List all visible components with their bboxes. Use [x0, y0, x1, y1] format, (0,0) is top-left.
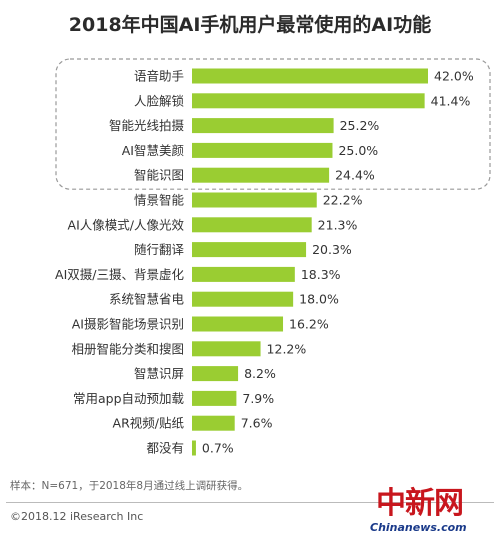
value-label: 42.0% — [434, 69, 474, 84]
value-label: 0.7% — [202, 441, 234, 456]
bar — [192, 316, 284, 332]
watermark-logo-cn: 中新网 — [376, 486, 464, 521]
bar — [192, 341, 261, 357]
value-label: 8.2% — [244, 366, 276, 381]
category-label: AI摄影智能场景识别 — [72, 317, 184, 332]
bar — [192, 192, 317, 208]
value-label: 16.2% — [289, 317, 329, 332]
bar — [192, 167, 330, 183]
bar — [192, 242, 307, 258]
value-label: 25.0% — [338, 143, 378, 158]
bar — [192, 440, 196, 456]
value-label: 18.0% — [299, 292, 339, 307]
bar-chart: 语音助手 42.0% 人脸解锁 41.4% 智能光线拍摄 25.2% AI智慧美颜 25.0%… — [55, 58, 491, 456]
category-label: 智能识图 — [134, 168, 184, 183]
bar — [192, 142, 333, 158]
value-label: 21.3% — [318, 217, 358, 232]
value-label: 24.4% — [335, 168, 375, 183]
category-label: 语音助手 — [134, 69, 184, 84]
bar — [192, 118, 334, 134]
value-label: 22.2% — [323, 193, 363, 208]
category-label: 随行翻译 — [134, 242, 185, 257]
category-label: 相册智能分类和搜图 — [71, 341, 184, 356]
bar — [192, 291, 294, 307]
category-label: 智能光线拍摄 — [109, 118, 185, 133]
bar — [192, 217, 312, 233]
category-label: 情景智能 — [134, 193, 185, 208]
category-label: AI智慧美颜 — [122, 143, 184, 158]
category-label: 系统智慧省电 — [109, 292, 185, 307]
category-label: 都没有 — [146, 441, 184, 456]
chart-title: 2018年中国AI手机用户最常使用的AI功能 — [68, 14, 432, 36]
value-label: 18.3% — [301, 267, 341, 282]
value-label: 20.3% — [312, 242, 352, 257]
value-label: 7.9% — [242, 391, 274, 406]
footer-divider — [6, 502, 494, 503]
category-label: 智慧识屏 — [134, 366, 184, 381]
bar — [192, 415, 235, 431]
value-label: 7.6% — [241, 416, 273, 431]
bar — [192, 68, 428, 84]
category-label: AR视频/贴纸 — [113, 416, 185, 431]
category-label: 常用app自动预加载 — [73, 391, 185, 406]
watermark-logo-en: Chinanews.com — [370, 521, 467, 534]
bar — [192, 390, 237, 406]
value-label: 41.4% — [431, 93, 471, 108]
sample-note: 样本：N=671，于2018年8月通过线上调研获得。 — [10, 480, 249, 492]
category-label: AI人像模式/人像光效 — [68, 217, 185, 232]
category-label: 人脸解锁 — [134, 93, 185, 108]
bar — [192, 93, 425, 109]
category-label: AI双摄/三摄、背景虚化 — [55, 267, 184, 282]
bar — [192, 266, 295, 282]
value-label: 25.2% — [340, 118, 380, 133]
bar — [192, 366, 239, 382]
copyright-text: ©2018.12 iResearch Inc — [10, 510, 144, 523]
value-label: 12.2% — [267, 341, 307, 356]
highlight-group-box — [55, 58, 491, 190]
